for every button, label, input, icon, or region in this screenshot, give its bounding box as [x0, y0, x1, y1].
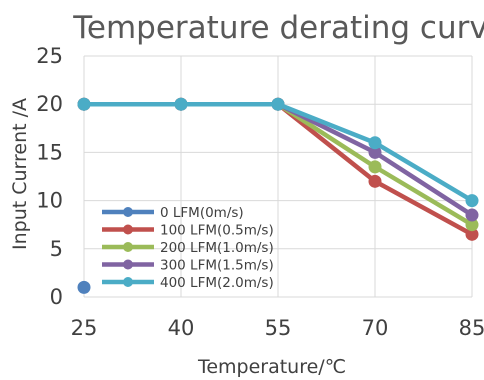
legend-swatch-marker: [123, 277, 133, 287]
x-tick-label: 25: [71, 316, 98, 340]
legend-label: 0 LFM(0m/s): [160, 205, 244, 221]
legend: 0 LFM(0m/s) 100 LFM(0.5m/s)200 LFM(1.0m/s…: [102, 205, 274, 291]
legend-label: 300 LFM(1.5m/s): [160, 258, 274, 274]
data-point: [368, 174, 382, 188]
data-point: [77, 280, 91, 294]
x-axis-title: Temperature/℃: [197, 356, 346, 378]
data-point: [368, 145, 382, 159]
legend-swatch-marker: [123, 207, 133, 217]
legend-item: 300 LFM(1.5m/s): [102, 258, 274, 274]
data-point: [77, 97, 91, 111]
x-tick-label: 85: [459, 316, 484, 340]
legend-item: 0 LFM(0m/s): [102, 205, 244, 221]
y-tick-label: 10: [36, 189, 63, 213]
data-point: [271, 97, 285, 111]
legend-item: 100 LFM(0.5m/s): [102, 223, 274, 239]
x-tick-label: 55: [265, 316, 292, 340]
data-point: [465, 194, 479, 208]
series-layer: [77, 97, 479, 294]
y-tick-label: 0: [50, 285, 63, 309]
y-tick-label: 20: [36, 92, 63, 116]
data-point: [465, 218, 479, 232]
legend-swatch-marker: [123, 224, 133, 235]
data-point: [174, 97, 188, 111]
legend-swatch-marker: [123, 242, 133, 252]
y-tick-label: 25: [36, 44, 63, 68]
legend-item: 400 LFM(2.0m/s): [102, 275, 274, 291]
legend-item: 200 LFM(1.0m/s): [102, 240, 274, 256]
legend-label: 100 LFM(0.5m/s): [160, 223, 274, 239]
y-tick-label: 5: [50, 237, 63, 261]
y-tick-label: 15: [36, 140, 63, 164]
legend-swatch-marker: [123, 259, 133, 270]
x-tick-labels: 25 40 55 70 85: [71, 316, 484, 340]
legend-label: 400 LFM(2.0m/s): [160, 275, 274, 291]
y-axis-title: Input Current /A: [9, 98, 31, 250]
data-point: [368, 136, 382, 150]
series-0: [77, 280, 91, 294]
x-tick-label: 70: [362, 316, 389, 340]
y-tick-labels: 0 5 10 15 20 25: [36, 44, 63, 309]
chart-title: Temperature derating curve: [72, 10, 484, 46]
x-tick-label: 40: [168, 316, 195, 340]
data-point: [465, 227, 479, 241]
legend-label: 200 LFM(1.0m/s): [160, 240, 274, 256]
data-point: [368, 160, 382, 174]
data-point: [465, 208, 479, 222]
series-4: [77, 97, 479, 208]
